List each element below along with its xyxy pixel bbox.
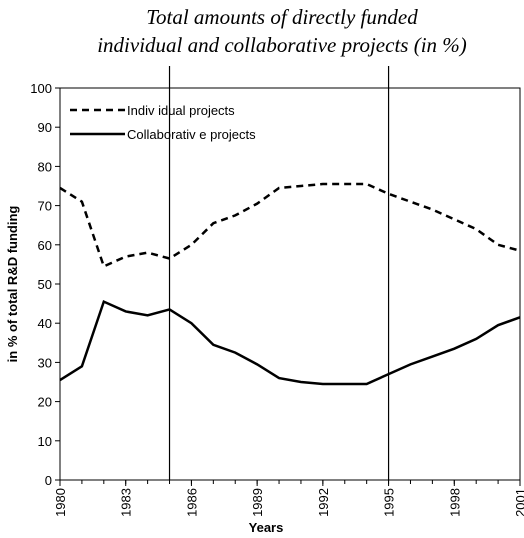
y-tick-label: 50 (38, 277, 52, 292)
x-tick-label: 1980 (53, 488, 68, 517)
chart-title: individual and collaborative projects (i… (97, 33, 467, 57)
x-tick-label: 1986 (184, 488, 199, 517)
series-line (59, 299, 521, 386)
legend-label: Indiv idual projects (127, 103, 235, 118)
x-tick-label: 1998 (447, 488, 462, 517)
x-tick-label: 1989 (250, 488, 265, 517)
x-tick-label: 2001 (513, 488, 524, 517)
chart-title: Total amounts of directly funded (146, 5, 418, 29)
y-tick-label: 70 (38, 199, 52, 214)
plot-frame (59, 87, 521, 481)
y-tick-label: 20 (38, 395, 52, 410)
y-axis-label: in % of total R&D funding (5, 206, 20, 363)
y-tick-label: 10 (38, 434, 52, 449)
y-tick-label: 40 (38, 316, 52, 331)
y-tick-label: 80 (38, 159, 52, 174)
y-tick-label: 90 (38, 120, 52, 135)
x-tick-label: 1992 (316, 488, 331, 517)
y-tick-label: 0 (45, 473, 52, 488)
y-tick-label: 30 (38, 355, 52, 370)
legend-label: Collaborativ e projects (127, 127, 256, 142)
x-tick-label: 1995 (382, 488, 397, 517)
y-tick-label: 100 (30, 81, 52, 96)
x-axis-label: Years (249, 520, 284, 535)
x-tick-label: 1983 (119, 488, 134, 517)
y-tick-label: 60 (38, 238, 52, 253)
series-line (59, 182, 521, 269)
